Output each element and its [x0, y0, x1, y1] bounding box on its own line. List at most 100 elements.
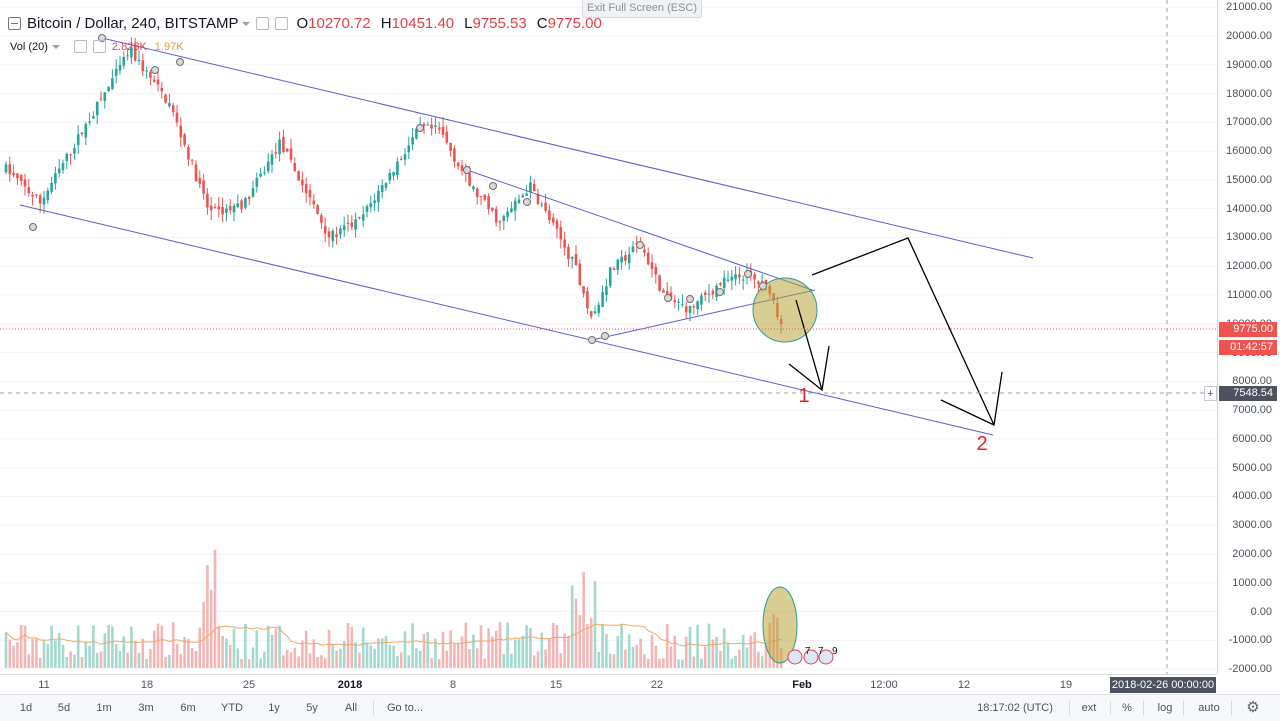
log-scale-toggle[interactable]: log — [1157, 702, 1173, 714]
drawing-anchor-handle[interactable] — [759, 282, 767, 290]
event-flag-icon[interactable] — [787, 649, 803, 665]
volume-bar — [225, 638, 228, 668]
symbol-legend[interactable]: Bitcoin / Dollar, 240, BITSTAMP O10270.7… — [8, 15, 612, 32]
range-5y-button[interactable]: 5y — [306, 702, 318, 714]
range-6m-button[interactable]: 6m — [180, 702, 196, 714]
time-label: 12:00 — [870, 679, 898, 691]
drawing-anchor-handle[interactable] — [151, 66, 159, 74]
range-ytd-button[interactable]: YTD — [221, 702, 243, 714]
goto-date-button[interactable]: Go to... — [386, 702, 424, 714]
event-flag-icon[interactable] — [818, 649, 834, 665]
volume-bar — [426, 632, 430, 668]
volume-highlight-ellipse[interactable] — [762, 586, 798, 664]
drawing-anchor-handle[interactable] — [716, 288, 724, 296]
drawing-anchor-handle[interactable] — [29, 223, 37, 231]
range-1y-button[interactable]: 1y — [268, 702, 280, 714]
range-3m-button[interactable]: 3m — [138, 702, 154, 714]
hamburger-icon[interactable] — [8, 17, 21, 30]
candle-body — [65, 153, 69, 161]
candle-body — [320, 215, 323, 223]
drawing-anchor-handle[interactable] — [489, 182, 497, 190]
volume-bar — [650, 634, 654, 668]
volume-bar — [65, 657, 69, 668]
volume-bar — [278, 625, 281, 668]
volume-bar — [122, 636, 126, 668]
drawing-anchor-handle[interactable] — [523, 198, 531, 206]
price-chart[interactable]: 1 2 7 7 9 — [0, 0, 1217, 674]
volume-indicator-name[interactable]: Vol (20) — [10, 40, 48, 53]
price-label: 0.00 — [1250, 605, 1272, 618]
utc-clock[interactable]: 18:17:02 (UTC) — [977, 702, 1053, 714]
wedge-upper-line[interactable] — [466, 169, 813, 291]
volume-bar — [612, 654, 616, 668]
exit-fullscreen-button[interactable]: Exit Full Screen (ESC) — [582, 0, 702, 18]
candle-body — [468, 172, 471, 186]
close-value: 9775.00 — [547, 15, 602, 32]
candle-body — [608, 267, 612, 286]
percent-scale-toggle[interactable]: % — [1122, 702, 1132, 714]
price-scale[interactable]: 21000.00 20000.00 19000.00 18000.00 17000.00… — [1204, 0, 1280, 675]
range-1m-button[interactable]: 1m — [96, 702, 112, 714]
candle-body — [304, 183, 308, 194]
event-markers[interactable]: 7 7 9 — [787, 646, 838, 665]
caret-down-icon[interactable] — [242, 21, 251, 26]
drawing-anchor-handle[interactable] — [636, 241, 644, 249]
time-label: 22 — [650, 679, 664, 691]
auto-scale-toggle[interactable]: auto — [1198, 702, 1220, 714]
volume-bar — [760, 656, 764, 668]
drawing-anchor-handle[interactable] — [664, 294, 672, 302]
candle-body — [506, 211, 509, 218]
drawing-anchor-handle[interactable] — [176, 58, 184, 66]
highlight-circle[interactable] — [752, 277, 818, 343]
toolbar-divider — [1143, 701, 1144, 715]
candle-body — [114, 68, 118, 76]
settings-box-icon[interactable] — [275, 17, 289, 30]
settings-box-icon[interactable] — [256, 17, 270, 30]
projection-path-2[interactable] — [811, 237, 995, 426]
range-1d-button[interactable]: 1d — [19, 702, 33, 714]
drawing-anchor-handle[interactable] — [98, 34, 106, 42]
projection-path-1[interactable] — [795, 299, 823, 391]
volume-bar — [331, 643, 335, 668]
settings-box-icon[interactable] — [92, 40, 106, 53]
volume-bar — [247, 659, 251, 668]
drawing-anchor-handle[interactable] — [601, 332, 609, 340]
volume-bar — [88, 645, 91, 668]
crosshair-plus-button[interactable]: + — [1204, 386, 1217, 401]
drawing-anchor-handle[interactable] — [463, 166, 471, 174]
volume-bar — [688, 626, 692, 668]
volume-bar — [730, 658, 734, 668]
symbol-title[interactable]: Bitcoin / Dollar, 240, BITSTAMP — [27, 15, 239, 32]
candle-body — [472, 186, 475, 190]
volume-bar — [377, 638, 380, 668]
candle-body — [631, 246, 635, 253]
chart-pane[interactable]: 1 2 7 7 9 — [0, 0, 1217, 674]
settings-box-icon[interactable] — [73, 40, 87, 53]
ohlc-values: O10270.72 H10451.40 L9755.53 C9775.00 — [296, 15, 602, 32]
drawing-anchor-handle[interactable] — [744, 270, 752, 278]
range-all-button[interactable]: All — [344, 702, 358, 714]
volume-bar — [502, 653, 506, 668]
volume-bar — [301, 640, 304, 668]
range-5d-button[interactable]: 5d — [57, 702, 71, 714]
volume-bar — [274, 628, 278, 668]
candle-body — [350, 222, 354, 228]
drawing-anchor-handle[interactable] — [686, 295, 694, 303]
candle-body — [407, 145, 411, 153]
candle-body — [278, 139, 281, 155]
time-scale[interactable]: 11 18 25 2018 8 15 22 Feb 12:00 12 19 20… — [0, 674, 1217, 695]
candle-body — [316, 205, 319, 214]
drawing-anchor-handle[interactable] — [416, 124, 424, 132]
drawing-anchor-handle[interactable] — [588, 336, 596, 344]
channel-upper-line[interactable] — [101, 37, 1034, 259]
volume-bar — [677, 659, 680, 668]
candle-body — [69, 154, 72, 156]
extended-hours-toggle[interactable]: ext — [1081, 702, 1097, 714]
candle-body — [643, 249, 646, 253]
volume-ma-line — [5, 623, 782, 647]
channel-lower-line[interactable] — [19, 204, 994, 436]
event-flag-icon[interactable] — [803, 649, 819, 665]
volume-legend[interactable]: Vol (20) 2.823K 1.97K — [10, 40, 184, 53]
caret-down-icon[interactable] — [51, 44, 60, 49]
gear-icon[interactable]: ⚙ — [1246, 699, 1260, 716]
